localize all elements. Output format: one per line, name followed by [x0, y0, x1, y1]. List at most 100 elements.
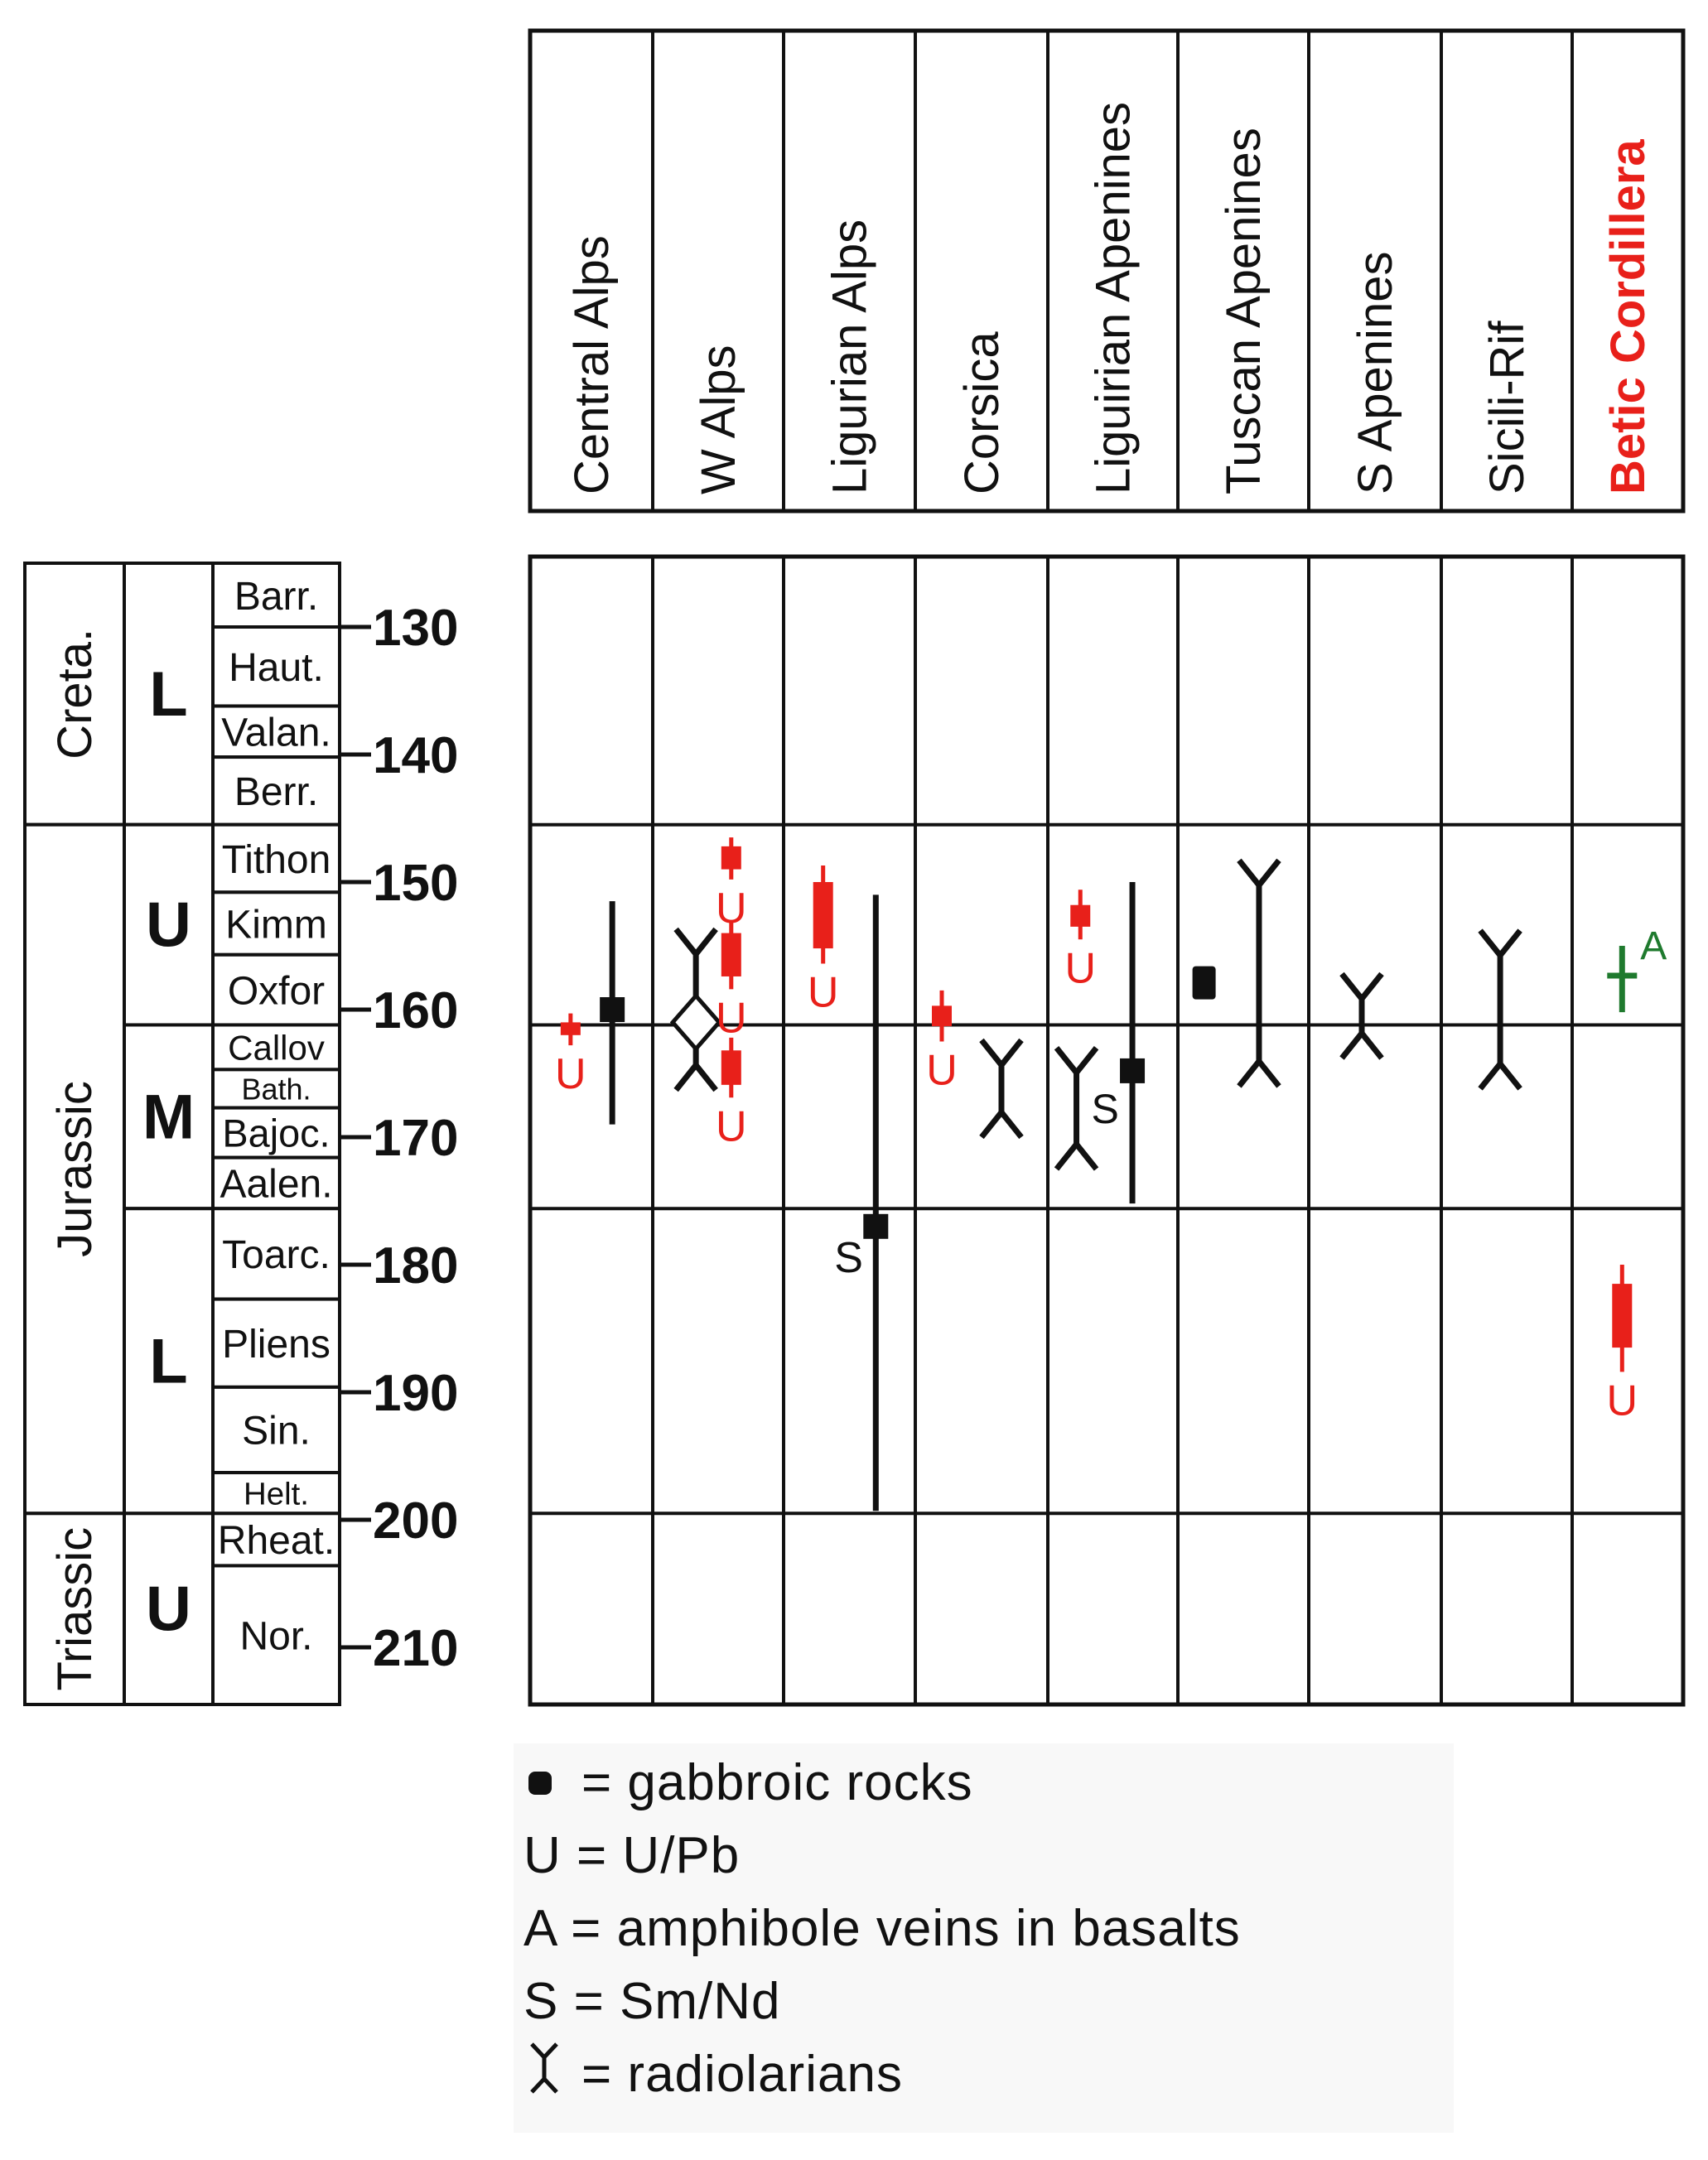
stage-cell — [211, 625, 341, 708]
legend-text: = gabbroic rocks — [581, 1753, 973, 1811]
stage-label: Tithon — [222, 838, 331, 882]
gabbro-legend-icon — [523, 1753, 581, 1812]
header-frame — [528, 28, 1686, 513]
epoch-label: U — [146, 1574, 191, 1645]
epoch-cell — [123, 1512, 215, 1707]
series-mark: U — [1607, 1265, 1638, 1425]
gabbro-box — [1192, 966, 1216, 1000]
period-label: Triassic — [48, 1527, 102, 1691]
stage-label: Toarc. — [222, 1233, 331, 1277]
stage-label: Haut. — [229, 646, 324, 690]
amphibole-label: A — [1640, 924, 1667, 968]
legend-item: A = amphibole veins in basalts — [523, 1895, 1241, 1961]
column-header-label: Ligurian Alps — [823, 219, 877, 494]
column-header-layer: Central Alps W Alps Ligurian Alps Corsica Li… — [528, 28, 1686, 513]
stage-label: Bath. — [241, 1072, 311, 1106]
radiolarian-top-fork — [1478, 928, 1522, 961]
upb-box — [1070, 904, 1091, 927]
stage-label: Helt. — [244, 1476, 309, 1512]
radiolarian-diamond — [669, 992, 722, 1053]
legend-item: U = U/Pb — [523, 1822, 740, 1888]
stage-label: Barr. — [234, 575, 318, 619]
column-header-label: S Apenines — [1349, 252, 1402, 494]
epoch-label: L — [149, 659, 187, 730]
series-mark — [1237, 858, 1281, 1088]
legend-text: = radiolarians — [581, 2045, 903, 2103]
series-mark: U — [716, 837, 747, 933]
stage-label: Oxfor — [228, 969, 325, 1013]
stage-cell — [211, 704, 341, 759]
stage-cell — [211, 562, 341, 629]
stage-cell — [211, 1385, 341, 1475]
series-mark: S — [1054, 1046, 1119, 1171]
series-mark — [1120, 882, 1146, 1204]
series-mark: U — [716, 1037, 747, 1150]
series-mark: U — [555, 1013, 586, 1098]
upb-box — [560, 1022, 581, 1035]
series-mark — [669, 927, 722, 1092]
upb-label: U — [716, 1102, 747, 1150]
stage-cell — [211, 1297, 341, 1389]
series-mark: U — [1064, 890, 1096, 992]
legend-text: A = amphibole veins in basalts — [523, 1899, 1241, 1957]
stage-label: Valan. — [221, 711, 331, 755]
column-header-label: W Alps — [692, 345, 745, 495]
radiolarian-top-fork — [1237, 858, 1281, 890]
epoch-cell — [123, 1023, 215, 1211]
upb-box — [932, 1005, 952, 1027]
column-header-label: Tuscan Apenines — [1217, 128, 1271, 494]
axis-tick-label: 140 — [373, 727, 458, 784]
chart-marks-layer: U U U U U S U U S A U — [555, 837, 1667, 1512]
axis-tick-label: 130 — [373, 600, 458, 657]
column-header-label: Central Alps — [565, 235, 619, 494]
series-mark — [1339, 972, 1384, 1060]
upb-label: U — [808, 969, 839, 1017]
legend-text: U = U/Pb — [523, 1826, 741, 1884]
plot-frame — [528, 554, 1686, 1707]
stage-cell — [211, 1155, 341, 1211]
column-header-label: Liguirian Apenines — [1087, 102, 1141, 494]
column-header-label: Betic Cordillera — [1601, 139, 1655, 494]
legend-item: = radiolarians — [523, 2041, 903, 2107]
series-mark: U — [926, 990, 958, 1095]
stage-label: Pliens — [222, 1323, 331, 1367]
series-label: S — [1092, 1086, 1119, 1132]
epoch-cell — [123, 562, 215, 827]
series-mark — [1478, 928, 1522, 1091]
smnd-label: S — [834, 1234, 863, 1282]
column-header-label: Sicili-Rif — [1480, 321, 1534, 494]
radiolarian-bottom-fork — [1478, 1058, 1522, 1091]
upb-label: U — [555, 1050, 586, 1098]
stage-label: Berr. — [234, 770, 318, 814]
stage-cell — [211, 1512, 341, 1568]
epoch-label: L — [149, 1326, 187, 1396]
radiolarian-legend-icon — [523, 2039, 581, 2109]
legend-text: S = Sm/Nd — [523, 1972, 781, 2030]
upb-label: U — [716, 994, 747, 1042]
radiolarian-bottom-fork — [979, 1107, 1024, 1140]
legend-panel — [514, 1743, 1454, 2133]
radiolarian-bottom-fork — [673, 1060, 718, 1092]
axis-tick-label: 210 — [373, 1620, 458, 1677]
column-header-label: Corsica — [955, 331, 1009, 494]
legend-item: = gabbroic rocks — [523, 1749, 973, 1815]
stage-label: Callov — [228, 1029, 325, 1068]
upb-box — [813, 882, 833, 949]
period-cell — [23, 822, 126, 1516]
period-label: Jurassic — [48, 1081, 102, 1257]
upb-box — [1612, 1284, 1633, 1348]
series-mark — [1192, 966, 1216, 1000]
gabbro-point — [1120, 1058, 1146, 1083]
axis-tick-label: 150 — [373, 855, 458, 912]
stage-cell — [211, 1068, 341, 1110]
upb-label: U — [926, 1047, 958, 1095]
radiolarian-top-fork — [1054, 1046, 1099, 1078]
epoch-label: U — [146, 890, 191, 961]
stage-cell — [211, 1471, 341, 1516]
stage-label: Nor. — [239, 1615, 312, 1659]
stage-label: Sin. — [242, 1410, 311, 1454]
upb-label: U — [1064, 944, 1096, 992]
axis-tick-label: 200 — [373, 1492, 458, 1550]
stage-label: Aalen. — [220, 1163, 332, 1207]
smnd-point — [863, 1213, 889, 1239]
